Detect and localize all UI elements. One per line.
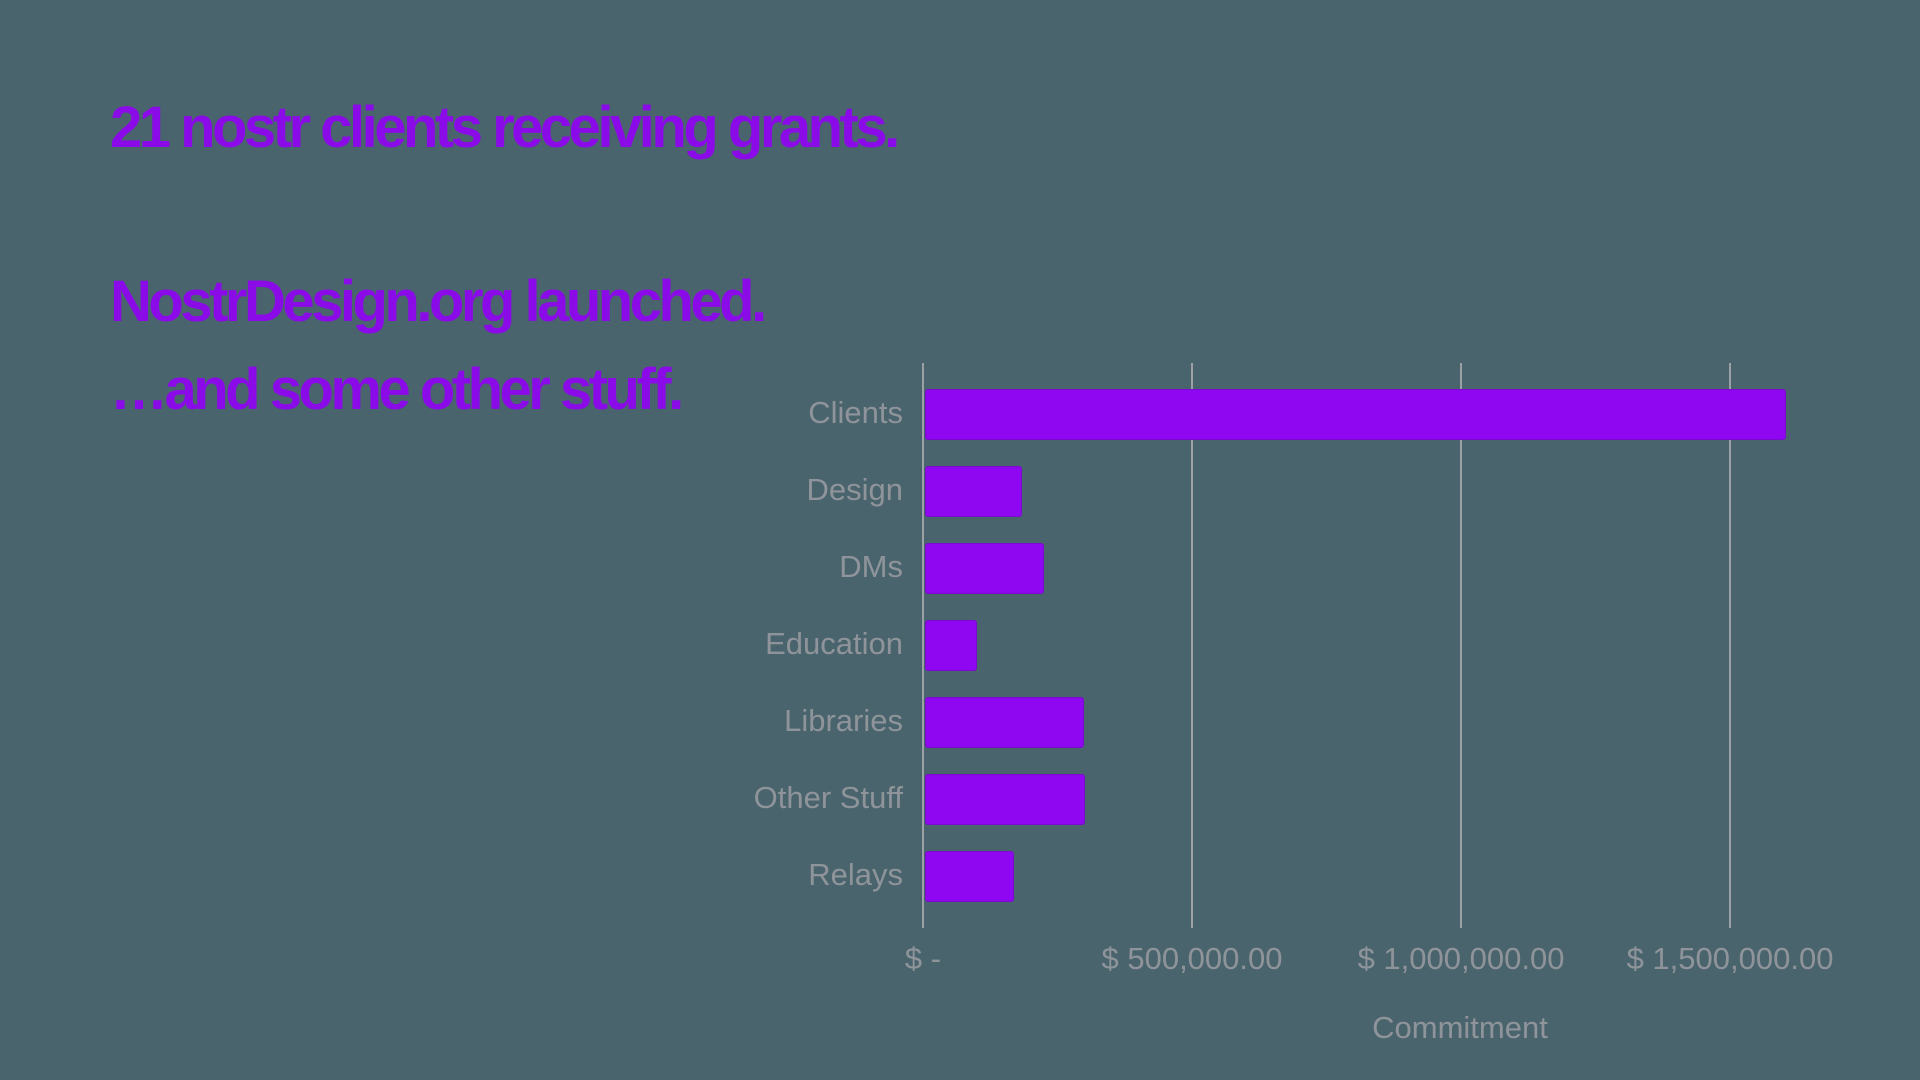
headline-launched: NostrDesign.org launched. bbox=[110, 269, 767, 334]
x-axis-title: Commitment bbox=[1372, 1010, 1548, 1045]
bar-libraries bbox=[925, 696, 1084, 748]
category-label-dms: DMs bbox=[839, 549, 903, 584]
category-label-libraries: Libraries bbox=[784, 703, 903, 738]
bar-design bbox=[925, 465, 1022, 517]
bar-relays bbox=[925, 850, 1014, 902]
headline-other: …and some other stuff. bbox=[110, 357, 684, 422]
bar-other-stuff bbox=[925, 773, 1086, 825]
x-tick-label: $ 500,000.00 bbox=[1101, 941, 1283, 976]
bar-clients bbox=[925, 388, 1786, 440]
gridline bbox=[1460, 363, 1462, 928]
gridline bbox=[1191, 363, 1193, 928]
y-axis-line bbox=[922, 363, 924, 928]
category-label-education: Education bbox=[765, 626, 903, 661]
category-label-clients: Clients bbox=[808, 395, 903, 430]
gridline bbox=[1729, 363, 1731, 928]
bar-dms bbox=[925, 542, 1045, 594]
category-label-design: Design bbox=[806, 472, 904, 507]
category-label-other-stuff: Other Stuff bbox=[753, 780, 903, 815]
headline-grants: 21 nostr clients receiving grants. bbox=[110, 95, 900, 160]
x-tick-label: $ - bbox=[904, 941, 942, 976]
category-label-relays: Relays bbox=[808, 857, 903, 892]
bar-education bbox=[925, 619, 977, 671]
x-tick-label: $ 1,000,000.00 bbox=[1357, 941, 1565, 976]
x-tick-label: $ 1,500,000.00 bbox=[1626, 941, 1834, 976]
